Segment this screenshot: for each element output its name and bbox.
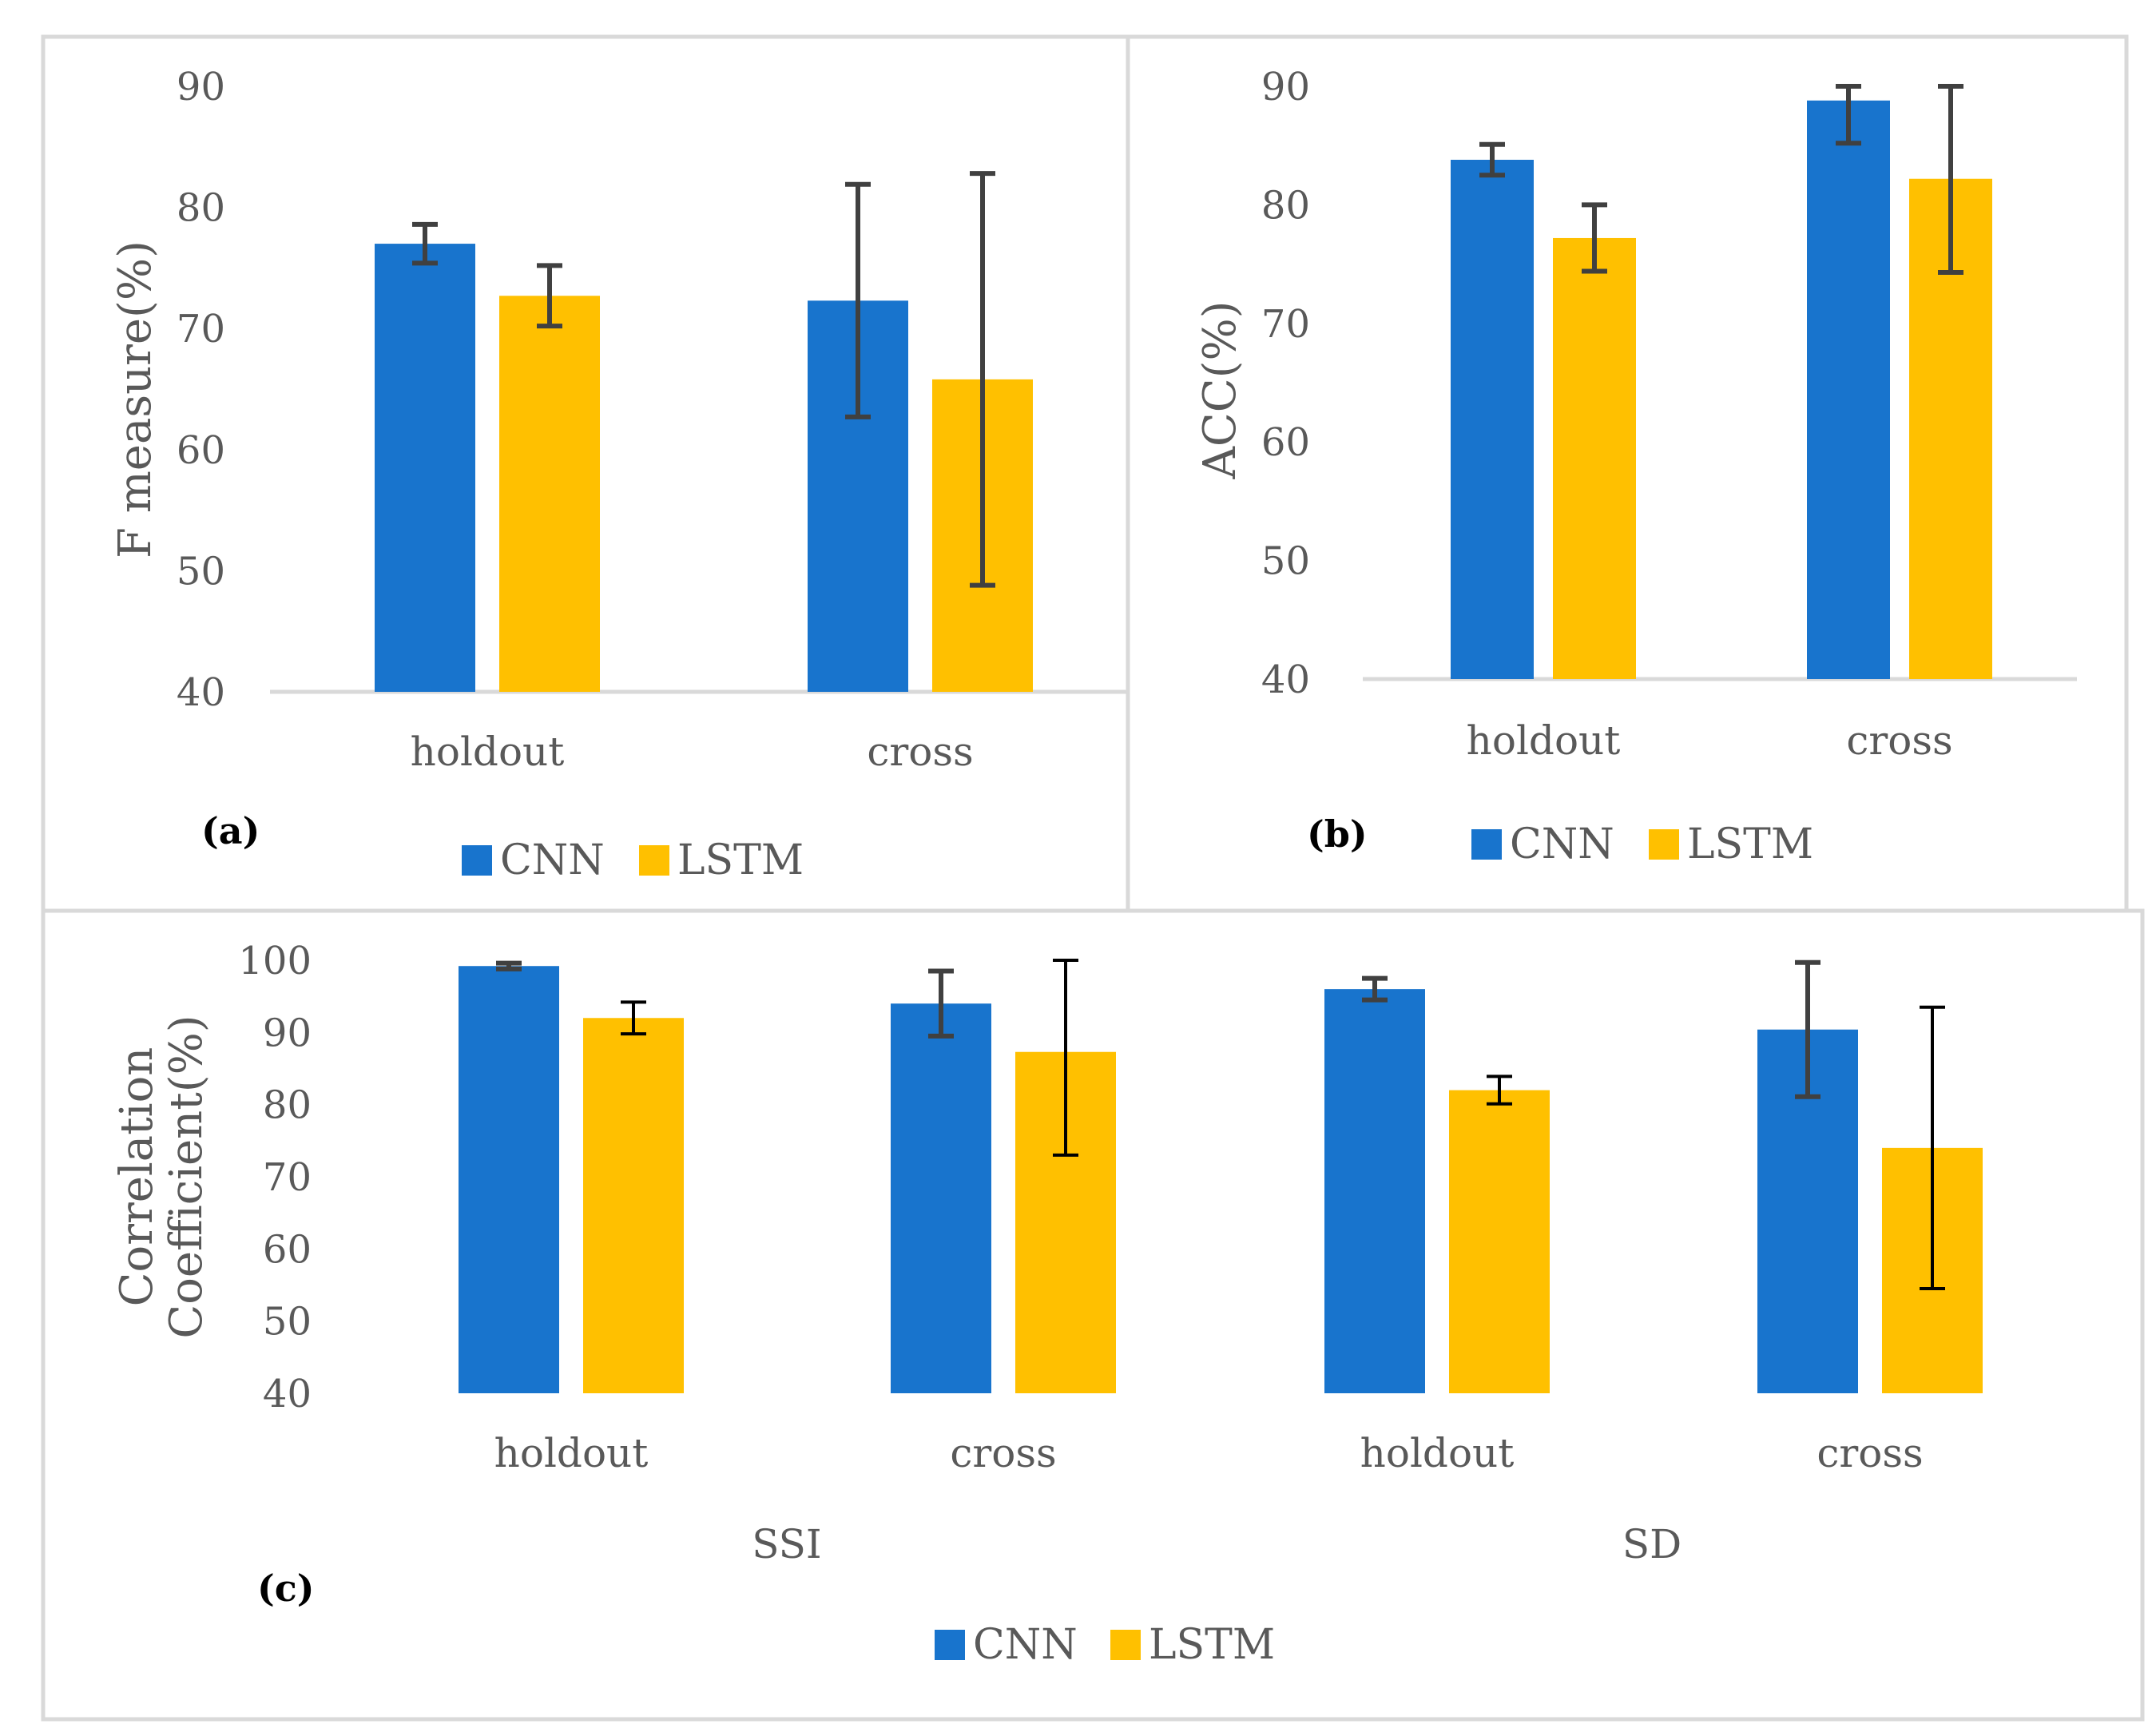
panel-a-label: (a) <box>201 809 260 852</box>
panel-a-error-bar-cnn-1 <box>412 221 438 266</box>
panel-a-error-bar-lstm-1 <box>537 263 562 329</box>
panel-a-category-label-2: cross <box>867 729 973 775</box>
panel-c-group-label-ssi: SSI <box>752 1521 821 1567</box>
panel-b-error-bar-cnn-1 <box>1479 141 1505 178</box>
panel-c-y-ticks: 100 90 80 70 60 50 40 <box>238 939 312 1416</box>
panel-c-error-bar-lstm-4 <box>1920 1005 1945 1291</box>
panel-a-chart: 90 80 70 60 50 40 holdout cross F measure(%) (… <box>109 65 1128 884</box>
panel-b-y-axis-title: ACC(%) <box>1194 300 1246 479</box>
panel-b-legend-cnn-swatch <box>1471 829 1502 860</box>
panel-c-y-tick-90: 90 <box>263 1011 312 1055</box>
panel-b-y-ticks: 90 80 70 60 50 40 <box>1261 65 1310 702</box>
panel-b-category-label-2: cross <box>1846 717 1952 764</box>
panel-c-y-tick-100: 100 <box>238 939 312 983</box>
panel-b-bar-lstm-1 <box>1553 237 1636 679</box>
panel-c-bar-lstm-3 <box>1449 1090 1550 1393</box>
panel-b-y-tick-50: 50 <box>1261 539 1310 584</box>
panel-a-bar-lstm-1 <box>499 296 600 692</box>
panel-b-category-labels: holdout cross <box>1467 717 1953 764</box>
panel-c-y-tick-50: 50 <box>263 1300 312 1345</box>
panel-a-legend-cnn-label: CNN <box>500 836 605 884</box>
panel-c-bar-lstm-1 <box>583 1018 684 1393</box>
panel-c-legend-cnn-swatch <box>935 1630 965 1660</box>
panel-a-legend-lstm-label: LSTM <box>677 836 804 884</box>
panel-c-bar-cnn-1 <box>459 966 559 1393</box>
panel-b-y-tick-80: 80 <box>1261 183 1310 228</box>
panel-c-legend-lstm-swatch <box>1110 1630 1141 1660</box>
panel-a-y-tick-40: 40 <box>177 670 225 715</box>
panel-a-legend: CNN LSTM <box>462 836 804 884</box>
panel-c-y-tick-80: 80 <box>263 1083 312 1128</box>
panel-a-y-ticks: 90 80 70 60 50 40 <box>177 65 225 715</box>
panel-b-bar-cnn-2 <box>1807 100 1890 680</box>
panel-b-legend-lstm-label: LSTM <box>1687 820 1813 868</box>
panel-c-legend-lstm-label: LSTM <box>1149 1621 1275 1669</box>
panel-a-legend-cnn-swatch <box>462 845 492 876</box>
panel-c-legend: CNN LSTM <box>935 1621 1275 1669</box>
panel-b-y-tick-60: 60 <box>1261 420 1310 465</box>
panel-b-y-tick-90: 90 <box>1261 65 1310 109</box>
panel-c-y-tick-40: 40 <box>263 1372 312 1416</box>
panel-c-legend-cnn-label: CNN <box>973 1621 1078 1669</box>
panel-c-category-label-4: cross <box>1817 1430 1923 1476</box>
panel-c-error-bar-lstm-3 <box>1487 1075 1512 1106</box>
panel-c-y-tick-60: 60 <box>263 1227 312 1272</box>
panel-c-label: (c) <box>257 1567 315 1610</box>
panel-b-legend-lstm-swatch <box>1649 829 1679 860</box>
panel-c-error-bar-cnn-2 <box>928 968 954 1039</box>
panel-b-y-tick-70: 70 <box>1261 302 1310 347</box>
panel-c-category-label-1: holdout <box>494 1430 649 1476</box>
panel-a-bar-cnn-1 <box>375 244 475 693</box>
panel-c-error-bar-cnn-1 <box>496 960 522 971</box>
panel-a-y-tick-80: 80 <box>177 186 225 231</box>
panel-a-y-tick-60: 60 <box>177 428 225 473</box>
panel-c-y-axis-title-line-2: Coefficient(%) <box>161 1015 212 1338</box>
panel-b-bar-cnn-1 <box>1451 160 1534 679</box>
panel-c-error-bar-cnn-4 <box>1795 959 1820 1099</box>
panel-a-error-bar-lstm-2 <box>970 171 995 588</box>
panel-c-bars <box>459 966 1983 1393</box>
panel-a-category-label-1: holdout <box>411 729 565 775</box>
panel-c-error-bars <box>496 959 1945 1291</box>
panel-c-frame <box>41 908 2145 1722</box>
panel-c-y-tick-70: 70 <box>263 1155 312 1200</box>
panel-c-category-labels: holdout cross holdout cross <box>494 1430 1924 1476</box>
panel-b-legend-cnn-label: CNN <box>1510 820 1614 868</box>
panel-b-error-bars <box>1479 84 1963 275</box>
panel-a-bars <box>375 244 1033 693</box>
panel-a-y-tick-50: 50 <box>177 549 225 594</box>
panel-c-error-bar-lstm-1 <box>621 1000 646 1036</box>
panel-b-label: (b) <box>1307 812 1368 856</box>
panel-b-y-tick-40: 40 <box>1261 657 1310 702</box>
panel-c-group-label-sd: SD <box>1622 1521 1682 1567</box>
panel-b-category-label-1: holdout <box>1467 717 1621 764</box>
panel-b-error-bar-lstm-2 <box>1938 84 1963 275</box>
panel-a-error-bar-cnn-2 <box>845 181 871 419</box>
panel-c-chart: 100 90 80 70 60 50 40 holdout cross holdout cross… <box>111 939 1983 1669</box>
panel-c-category-label-2: cross <box>950 1430 1056 1476</box>
panel-a-error-bars <box>412 171 995 588</box>
panel-c-category-label-3: holdout <box>1360 1430 1515 1476</box>
panel-c-bar-cnn-2 <box>891 1003 991 1393</box>
panel-b-error-bar-lstm-1 <box>1582 202 1607 274</box>
panel-a-y-axis-title: F measure(%) <box>109 240 161 558</box>
panel-a-category-labels: holdout cross <box>411 729 974 775</box>
panel-c-bar-cnn-3 <box>1324 989 1425 1393</box>
panel-a-y-tick-70: 70 <box>177 307 225 352</box>
panel-c-y-axis-title-line-1: Correlation <box>111 1047 163 1307</box>
panel-c-error-bar-lstm-2 <box>1053 959 1078 1157</box>
panel-b-error-bar-cnn-2 <box>1836 84 1861 146</box>
panel-a-legend-lstm-swatch <box>639 845 669 876</box>
panel-b-legend: CNN LSTM <box>1471 820 1813 868</box>
panel-a-y-tick-90: 90 <box>177 65 225 109</box>
panel-b-chart: 90 80 70 60 50 40 holdout cross ACC(%) (b) CNN… <box>1194 65 2077 868</box>
panel-c-error-bar-cnn-3 <box>1362 975 1388 1003</box>
